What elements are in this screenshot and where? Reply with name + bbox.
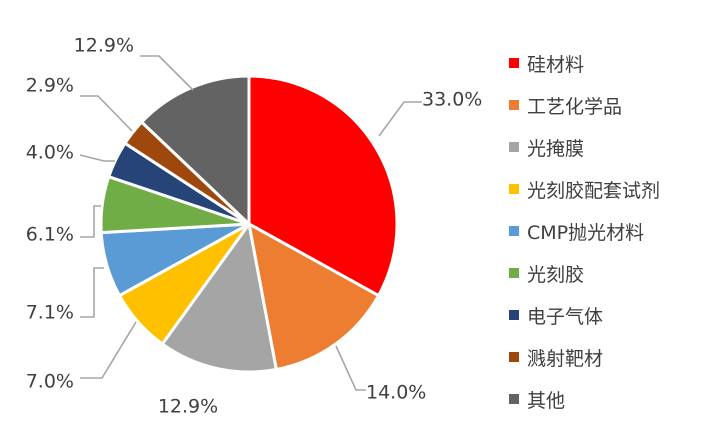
legend: 硅材料工艺化学品光掩膜光刻胶配套试剂 CMP抛光材料 光刻胶电子气体溅射靶材其他	[509, 42, 699, 420]
leader-line-8	[80, 95, 133, 132]
leader-lines	[79, 55, 422, 391]
legend-label: 光刻胶	[527, 263, 585, 286]
leader-line-9	[140, 55, 194, 91]
legend-item-7: 电子气体	[509, 294, 699, 336]
legend-swatch	[509, 352, 519, 362]
legend-swatch	[509, 100, 519, 110]
leader-line-6	[80, 205, 101, 238]
legend-label: CMP抛光材料	[527, 221, 645, 244]
legend-label: 溅射靶材	[527, 347, 604, 370]
data-label-1: 33.0%	[422, 89, 482, 111]
data-label-6: 6.1%	[26, 224, 74, 246]
legend-item-4: 光刻胶配套试剂	[509, 168, 699, 210]
data-label-7: 4.0%	[26, 142, 74, 164]
legend-swatch	[509, 394, 519, 404]
legend-label: 其他	[527, 389, 566, 412]
legend-item-1: 硅材料	[509, 42, 699, 84]
pie-slice-1	[247, 74, 399, 298]
data-labels: 33.0%14.0%12.9%7.0%7.1%6.1%4.0%2.9%12.9%	[26, 35, 483, 418]
legend-item-3: 光掩膜	[509, 126, 699, 168]
legend-label: 电子气体	[527, 305, 604, 328]
legend-label: 硅材料	[527, 53, 585, 76]
legend-item-2: 工艺化学品	[509, 84, 699, 126]
leader-line-5	[80, 267, 104, 318]
legend-label: 光刻胶配套试剂	[527, 179, 661, 202]
legend-swatch	[509, 142, 519, 152]
legend-item-9: 其他	[509, 378, 699, 420]
leader-line-7	[79, 154, 115, 162]
data-label-8: 2.9%	[26, 75, 74, 97]
data-label-4: 7.0%	[26, 371, 74, 393]
legend-label: 工艺化学品	[527, 95, 623, 118]
leader-line-1	[378, 101, 422, 137]
leader-line-4	[80, 321, 137, 379]
data-label-9: 12.9%	[74, 35, 134, 57]
legend-item-5: CMP抛光材料	[509, 210, 699, 252]
pie-slice-2	[246, 221, 381, 372]
data-label-5: 7.1%	[26, 302, 74, 324]
pie-slice-3	[160, 220, 279, 374]
data-label-2: 14.0%	[366, 382, 426, 404]
legend-swatch	[509, 226, 519, 236]
legend-swatch	[509, 184, 519, 194]
data-label-3: 12.9%	[158, 396, 218, 418]
pie-slices	[99, 74, 399, 374]
leader-line-2	[335, 345, 366, 391]
legend-label: 光掩膜	[527, 137, 585, 160]
legend-item-6: 光刻胶	[509, 252, 699, 294]
legend-swatch	[509, 310, 519, 320]
legend-swatch	[509, 268, 519, 278]
legend-swatch	[509, 58, 519, 68]
legend-item-8: 溅射靶材	[509, 336, 699, 378]
